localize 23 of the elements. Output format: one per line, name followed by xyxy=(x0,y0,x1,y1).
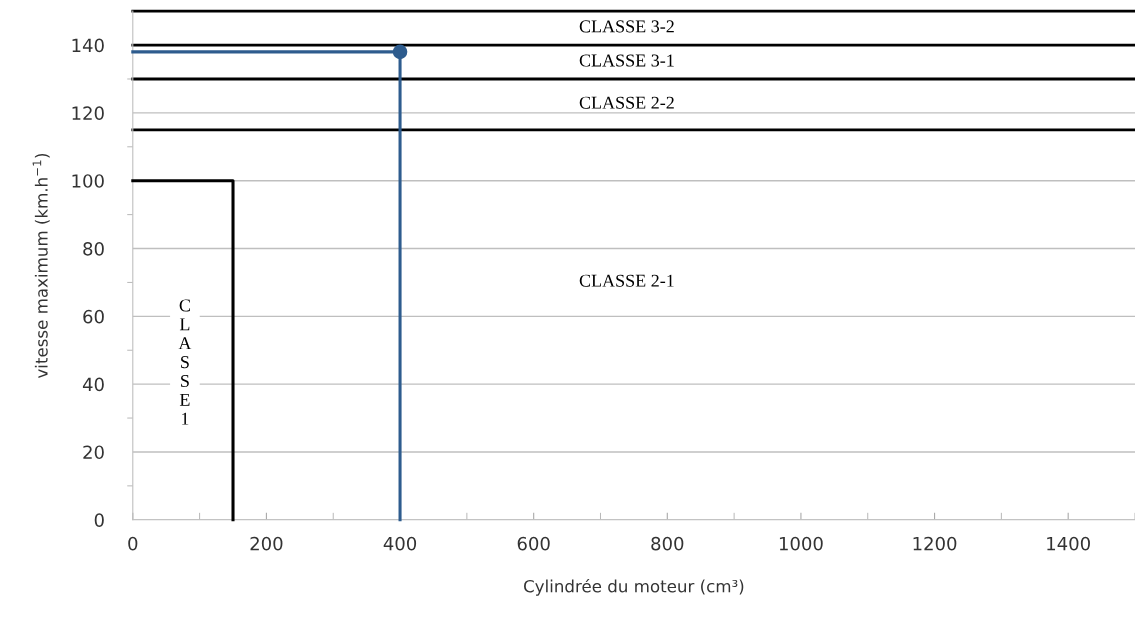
x-axis-title: Cylindrée du moteur (cm³) xyxy=(524,578,744,596)
annotation: CLASSE 3-1 xyxy=(579,54,674,67)
y-tick-label: 80 xyxy=(83,241,104,256)
x-tick-label: 1200 xyxy=(913,536,957,551)
annotation: CLASSE 1 xyxy=(178,299,192,425)
y-tick-label: 40 xyxy=(82,377,104,392)
x-tick-label: 1000 xyxy=(779,536,823,551)
y-tick-label: 20 xyxy=(83,445,104,460)
y-tick-label: 120 xyxy=(72,106,104,121)
x-tick-label: 800 xyxy=(651,536,684,551)
y-tick-label: 60 xyxy=(83,309,104,324)
y-axis-title: vitesse maximum (km.h$^{−1}$) xyxy=(32,153,50,379)
annotation: CLASSE 3-2 xyxy=(579,20,674,33)
annotation: CLASSE 2-1 xyxy=(579,274,674,287)
y-tick-label: 0 xyxy=(94,513,104,527)
x-tick-label: 1400 xyxy=(1047,536,1090,551)
x-tick-label: 200 xyxy=(250,536,283,551)
x-tick-label: 400 xyxy=(383,536,417,551)
y-tick-label: 140 xyxy=(72,38,104,53)
annotation: CLASSE 2-2 xyxy=(579,96,674,109)
y-tick-label: 100 xyxy=(72,174,104,188)
x-tick-label: 600 xyxy=(517,536,550,551)
x-tick-label: 0 xyxy=(128,536,138,551)
